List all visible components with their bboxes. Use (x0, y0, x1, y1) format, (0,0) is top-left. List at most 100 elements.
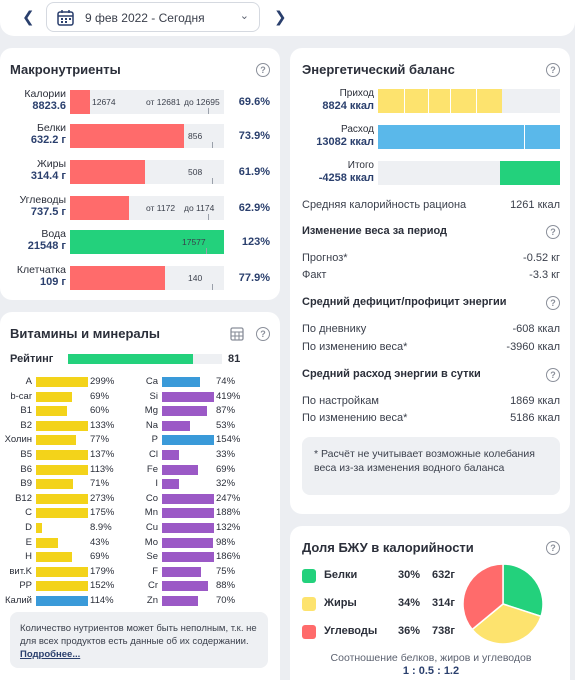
table-icon[interactable] (230, 327, 244, 341)
by-settings-label: По настройкам (302, 395, 379, 407)
nutrient-row: b-car 69% (0, 391, 120, 403)
nutrient-name: F (152, 565, 158, 577)
nutrient-bar (162, 566, 201, 577)
nutrient-name: Zn (146, 595, 158, 606)
help-icon[interactable]: ? (256, 327, 270, 341)
macro-track: 17577 (70, 230, 224, 254)
nutrient-row: C 175% (0, 507, 120, 519)
nutrient-row: Na 53% (126, 420, 246, 432)
rating-track (68, 354, 222, 364)
nutrient-percent: 69% (90, 390, 110, 402)
nutrient-bar (36, 537, 59, 548)
help-icon[interactable]: ? (546, 296, 560, 310)
bju-legend-row: Белки 30% 632г (302, 568, 472, 584)
help-icon[interactable]: ? (546, 225, 560, 239)
rating-value: 81 (228, 353, 241, 365)
nutrient-bar (36, 493, 88, 504)
prev-day-chevron-icon[interactable]: ❮ (22, 9, 35, 26)
nutrient-row: Ca 74% (126, 376, 246, 388)
avg-calorie-row: Средняя калорийность рациона 1261 ккал (302, 199, 560, 211)
nutrient-name: B2 (20, 419, 32, 431)
help-icon[interactable]: ? (256, 63, 270, 77)
target-tick (206, 248, 207, 254)
avg-expense-title: Средний расход энергии в сутки (302, 368, 481, 380)
help-icon[interactable]: ? (546, 368, 560, 382)
nutrient-percent: 69% (90, 551, 110, 563)
bju-legend-row: Жиры 34% 314г (302, 596, 472, 612)
nutrient-name: B5 (20, 449, 32, 460)
nutrient-percent: 179% (90, 565, 115, 577)
nutrient-name: P (151, 434, 158, 446)
nutrient-name: Cl (149, 449, 158, 460)
by-weight-row: По изменению веса* -3960 ккал (302, 341, 560, 353)
bar-divider (428, 89, 429, 113)
macro-track: 12674 от 12681 до 12695 (70, 90, 224, 114)
nutrient-row: Mo 98% (126, 537, 246, 549)
pie-slice-0 (502, 563, 544, 618)
nutrient-name: I (155, 478, 158, 490)
nutrient-percent: 188% (216, 507, 241, 519)
nutrient-percent: 186% (216, 551, 241, 563)
macro-track: от 1172 до 1174 (70, 196, 224, 220)
by-diary-value: -608 ккал (512, 323, 560, 335)
fact-value: -3.3 кг (529, 269, 560, 281)
intake-label: Приход (339, 88, 374, 99)
nutrient-bar (36, 552, 72, 563)
more-link[interactable]: Подробнее... (20, 649, 81, 660)
nutrient-percent: 88% (216, 580, 236, 592)
bju-legend-row: Углеводы 36% 738г (302, 624, 472, 640)
nutrient-bar (36, 479, 73, 490)
nutrient-percent: 71% (90, 478, 110, 490)
legend-grams: 314г (432, 597, 455, 609)
macro-target-number: 856 (188, 131, 203, 141)
energy-note: * Расчёт не учитывает возможные колебани… (302, 437, 560, 495)
nutrient-percent: 132% (216, 522, 241, 533)
nutrient-name: PP (19, 580, 32, 592)
target-tick (208, 108, 209, 114)
macro-row-0: Калории 8823.6 12674 от 12681 до 12695 69.6% (10, 88, 270, 122)
date-picker[interactable]: 9 фев 2022 - Сегодня ⌄ (46, 2, 260, 32)
nutrient-bar (162, 391, 214, 402)
nutrient-name: A (25, 376, 32, 387)
macro-label: Вода (41, 228, 66, 240)
macro-target-number: от 12681 (146, 97, 181, 107)
legend-grams: 632г (432, 569, 455, 581)
nutrient-name: E (25, 536, 32, 548)
nutrient-row: Cu 132% (126, 522, 246, 534)
nutrient-row: B1 60% (0, 405, 120, 417)
nutrient-name: H (25, 551, 32, 563)
by-settings-row: По настройкам 1869 ккал (302, 395, 560, 407)
nutrient-row: E 43% (0, 537, 120, 549)
nutrient-percent: 137% (90, 449, 115, 460)
nutrient-row: Калий 114% (0, 595, 120, 607)
nutrient-bar (162, 537, 213, 548)
nutrient-percent: 87% (216, 405, 236, 417)
macro-value: 8823.6 (32, 100, 66, 112)
nutrient-name: Fe (146, 463, 158, 475)
nutrient-name: Mo (144, 536, 158, 548)
nutrient-name: B6 (20, 463, 32, 475)
vitamins-card: Витамины и минералы ? Рейтинг 81 A 299% b-… (0, 312, 280, 680)
help-icon[interactable]: ? (546, 63, 560, 77)
target-tick (212, 284, 213, 290)
legend-swatch (302, 597, 316, 611)
fact-label: Факт (302, 269, 327, 281)
by-diary-row: По дневнику -608 ккал (302, 323, 560, 335)
macro-fill (70, 160, 146, 184)
nutrient-name: D (25, 522, 32, 533)
macro-value: 21548 г (27, 240, 66, 252)
nutrient-name: C (25, 507, 32, 519)
help-icon[interactable]: ? (546, 541, 560, 555)
avg-calorie-label: Средняя калорийность рациона (302, 199, 467, 211)
target-tick (212, 142, 213, 148)
nutrient-bar (162, 435, 214, 446)
nutrient-percent: 152% (90, 580, 115, 592)
nutrient-bar (162, 581, 208, 592)
nutrient-name: B12 (15, 492, 32, 504)
by-diary-label: По дневнику (302, 323, 367, 335)
intake-fill (378, 89, 502, 113)
target-tick (208, 214, 209, 220)
expense-fill (378, 125, 560, 149)
next-day-chevron-icon[interactable]: ❯ (274, 9, 287, 26)
nutrient-note: Количество нутриентов может быть неполны… (10, 612, 268, 668)
